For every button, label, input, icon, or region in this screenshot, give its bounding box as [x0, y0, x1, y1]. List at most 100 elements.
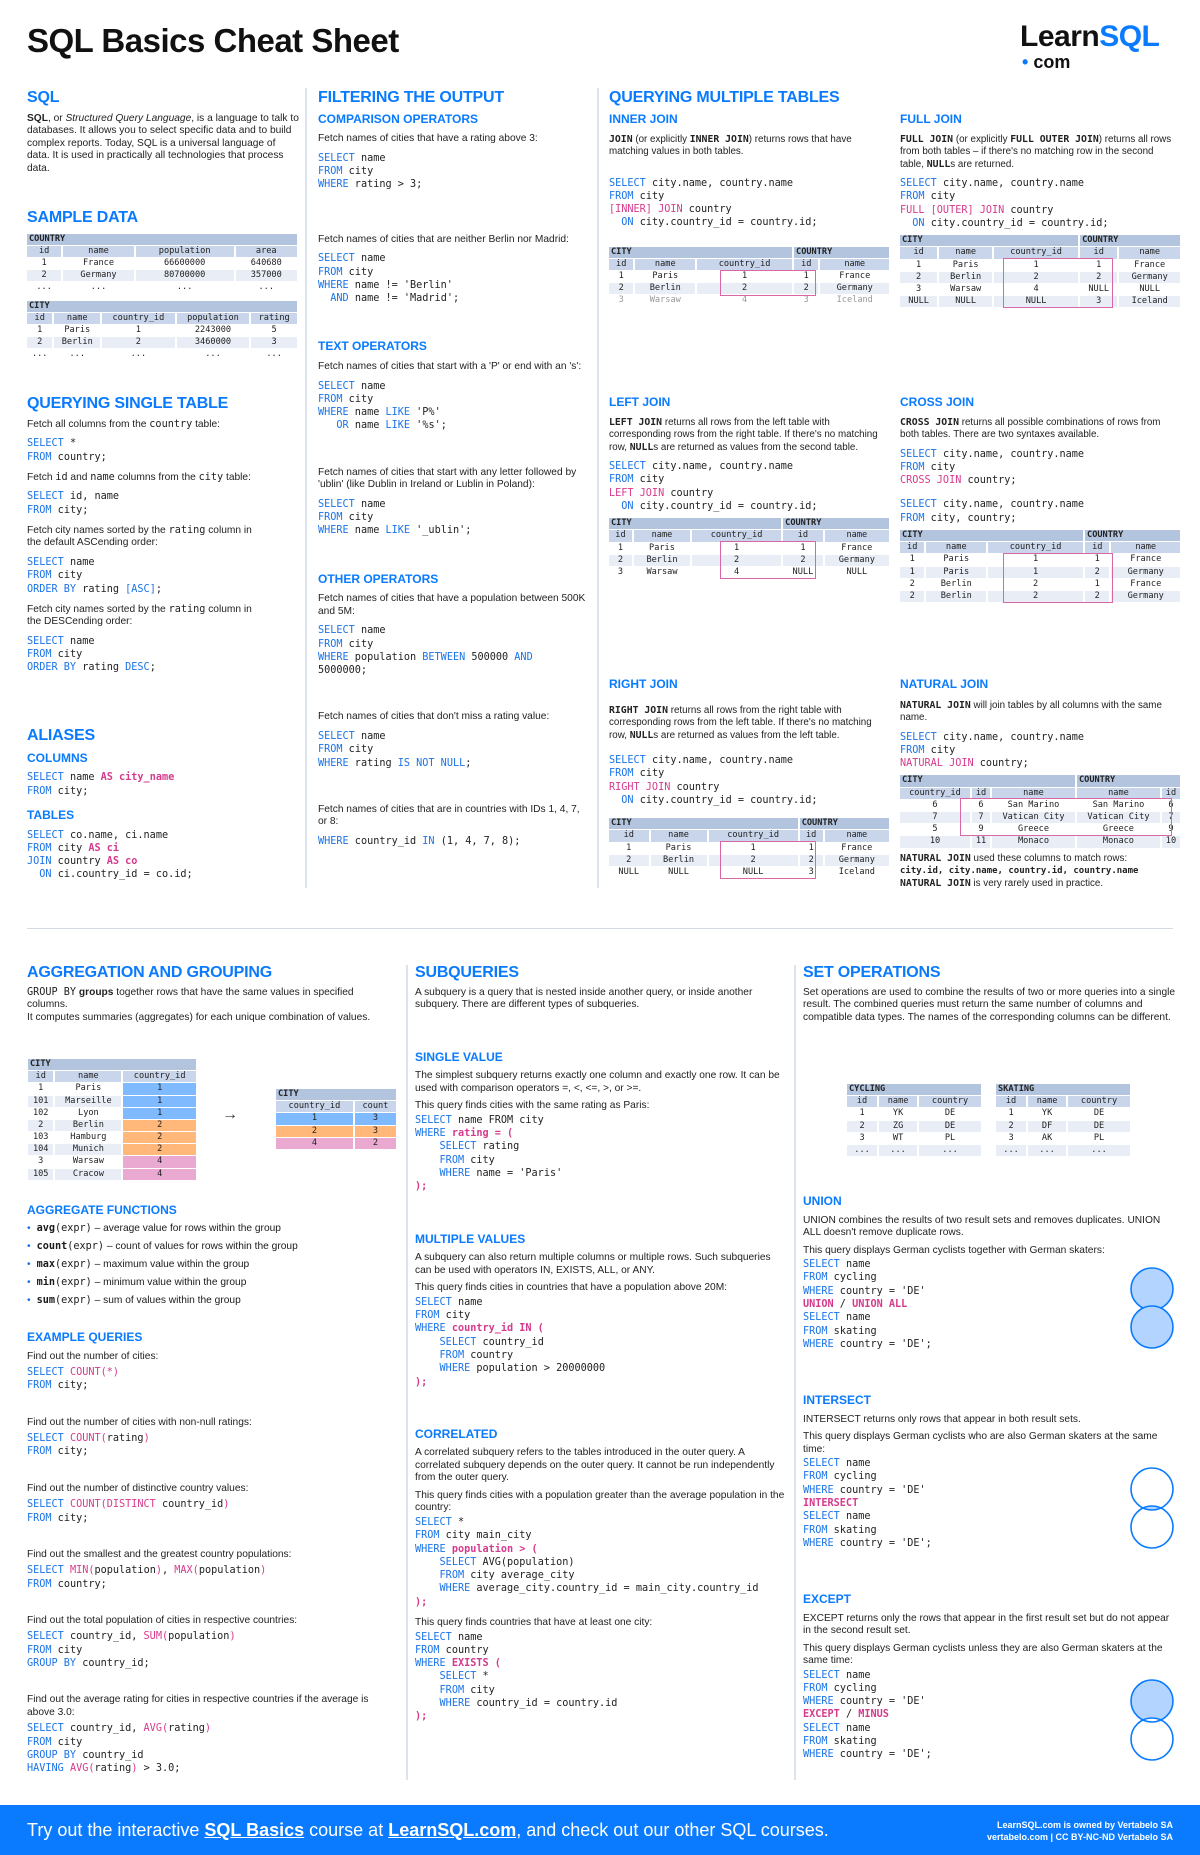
union-heading: UNION	[803, 1194, 842, 1208]
comparison-subheading: COMPARISON OPERATORS	[318, 111, 479, 126]
full-join-description: FULL JOIN (or explicitly FULL OUTER JOIN…	[900, 133, 1172, 170]
code-block: SELECT name FROM country WHERE EXISTS ( …	[415, 1631, 618, 1723]
natural-join-description: NATURAL JOIN will join tables by all col…	[900, 699, 1162, 724]
query-description: Fetch all columns from the country table…	[27, 418, 220, 430]
sample-data-section: SAMPLE DATA COUNTRY id name population area…	[27, 208, 299, 362]
sql-section: SQL SQL, or Structured Query Language, i…	[27, 88, 299, 175]
multiple-values-description: A subquery can also return multiple colu…	[415, 1252, 771, 1276]
correlated-heading: CORRELATED	[415, 1426, 498, 1441]
code-block: SELECT name FROM cycling WHERE country =…	[803, 1259, 932, 1350]
inner-join-table: CITY COUNTRY id name country_id id name 1 Pari…	[607, 246, 891, 308]
query-description: Fetch names of cities that are neither B…	[318, 233, 569, 245]
code-block: SELECT city.name, country.name FROM city…	[609, 177, 818, 229]
full-join-table: CITY COUNTRY id name country_id id name 1 Pari…	[898, 234, 1182, 308]
except-section: EXCEPT EXCEPT returns only the rows that…	[803, 1592, 1178, 1762]
correlated-description: A correlated subquery refers to the tabl…	[415, 1447, 775, 1484]
natural-join-heading: NATURAL JOIN	[900, 677, 989, 691]
query-description: Find out the number of cities:	[27, 1350, 159, 1362]
right-join-section: RIGHT JOIN RIGHT JOIN returns all rows f…	[607, 677, 891, 880]
code-block: SELECT id, name FROM city;	[27, 491, 120, 516]
match-highlight	[1003, 553, 1113, 604]
aliases-heading: ALIASES	[27, 727, 95, 744]
arrow-right-icon: →	[222, 1106, 238, 1123]
inner-join-heading: INNER JOIN	[609, 112, 678, 126]
learnsql-logo[interactable]: LearnSQL • com	[1020, 20, 1180, 73]
cross-join-table: CITY COUNTRY id name country_id id name 1 Pari…	[898, 529, 1182, 603]
code-block: SELECT country_id, SUM(population) FROM …	[27, 1631, 236, 1670]
code-block: WHERE country_id IN (1, 4, 7, 8);	[318, 835, 521, 847]
other-operators-subheading: OTHER OPERATORS	[318, 571, 439, 586]
query-description: Fetch names of cities that have a popula…	[318, 593, 586, 617]
match-highlight	[720, 541, 816, 580]
code-block: SELECT name FROM cycling WHERE country =…	[803, 1458, 932, 1549]
intersect-heading: INTERSECT	[803, 1393, 872, 1407]
full-join-result: CITY COUNTRY id name country_id id name 1 Pari…	[898, 234, 1182, 309]
left-join-table: CITY COUNTRY id name country_id id name 1 Pari…	[607, 517, 891, 579]
footer-ownership: LearnSQL.com is owned by Vertabelo SA ver…	[986, 1820, 1173, 1842]
code-block: SELECT name FROM city WHERE population B…	[318, 625, 533, 677]
query-description: Fetch names of cities that have a rating…	[318, 133, 538, 145]
left-join-result: CITY COUNTRY id name country_id id name 1 Pari…	[607, 517, 891, 580]
example-queries-heading: EXAMPLE QUERIES	[27, 1330, 143, 1344]
single-value-description: The simplest subquery returns exactly on…	[415, 1070, 780, 1094]
learnsql-link[interactable]: LearnSQL.com	[388, 1820, 517, 1840]
code-block: SELECT city.name, country.name FROM city…	[900, 178, 1109, 229]
query-description: Find out the number of distinctive count…	[27, 1482, 249, 1494]
cross-join-section: CROSS JOIN CROSS JOIN returns all possib…	[898, 395, 1182, 604]
query-description: Fetch names of cities that are in countr…	[318, 803, 580, 828]
column-divider	[597, 88, 599, 888]
page-title: SQL Basics Cheat Sheet	[27, 22, 399, 59]
sql-intro: SQL, or Structured Query Language, is a …	[27, 112, 299, 174]
full-join-section: FULL JOIN FULL JOIN (or explicitly FULL …	[898, 112, 1182, 309]
query-description: This query displays German cyclists who …	[803, 1431, 1158, 1455]
right-join-table: CITY COUNTRY id name country_id id name 1 Pari…	[607, 817, 891, 879]
query-description: This query finds cities with a populatio…	[415, 1489, 785, 1514]
left-join-heading: LEFT JOIN	[609, 395, 671, 409]
logo-learn: Learn	[1020, 20, 1100, 53]
cross-join-result: CITY COUNTRY id name country_id id name 1 Pari…	[898, 529, 1182, 604]
code-block: SELECT name FROM cycling WHERE country =…	[803, 1669, 932, 1761]
query-description: Fetch names of cities that don't miss a …	[318, 711, 550, 723]
intersect-description: INTERSECT returns only rows that appear …	[803, 1413, 1081, 1425]
query-description: This query displays German cyclists unle…	[803, 1642, 1163, 1667]
aliases-section: ALIASES COLUMNS SELECT name AS city_name…	[27, 726, 299, 882]
code-block: SELECT * FROM city main_city WHERE popul…	[415, 1516, 759, 1608]
code-block: SELECT name FROM city WHERE rating = ( S…	[415, 1114, 563, 1193]
multiple-values-heading: MULTIPLE VALUES	[415, 1231, 526, 1246]
right-join-result: CITY COUNTRY id name country_id id name 1 Pari…	[607, 817, 891, 880]
code-block: SELECT COUNT(*) FROM city;	[27, 1367, 120, 1392]
code-block: SELECT COUNT(rating) FROM city;	[27, 1433, 150, 1458]
logo-com: com	[1033, 52, 1071, 72]
code-block: SELECT city.name, country.name FROM city…	[609, 755, 818, 806]
aggregate-function-item: sum(expr) – sum of values within the gro…	[27, 1292, 397, 1310]
right-join-description: RIGHT JOIN returns all rows from the rig…	[609, 704, 872, 741]
code-block: SELECT COUNT(DISTINCT country_id) FROM c…	[27, 1499, 230, 1524]
subqueries-section: SUBQUERIES A subquery is a query that is…	[415, 963, 787, 1724]
column-divider	[794, 965, 796, 1780]
left-join-section: LEFT JOIN LEFT JOIN returns all rows fro…	[607, 395, 891, 580]
query-description: Find out the total population of cities …	[27, 1614, 298, 1626]
code-block: SELECT name FROM city WHERE country_id I…	[415, 1296, 606, 1388]
inner-join-result: CITY COUNTRY id name country_id id name 1 Pari…	[609, 246, 889, 308]
match-highlight	[720, 269, 816, 296]
text-operators-subheading: TEXT OPERATORS	[318, 339, 427, 354]
code-block: SELECT name FROM city ORDER BY rating DE…	[27, 635, 156, 674]
left-join-description: LEFT JOIN returns all rows from the left…	[609, 416, 878, 453]
code-block: SELECT city.name, country.name FROM city…	[900, 448, 1085, 487]
except-venn-icon	[1130, 1679, 1174, 1761]
skating-table: SKATING id name country 1 YK DE 2 DF DE 3 AK PL …	[994, 1083, 1132, 1157]
aggregate-function-item: count(expr) – count of values for rows w…	[27, 1238, 397, 1256]
cycling-table: CYCLING id name country 1 YK DE 2 ZG DE 3 WT PL …	[845, 1083, 983, 1157]
tables-subheading: TABLES	[27, 807, 75, 822]
sql-basics-link[interactable]: SQL Basics	[204, 1820, 305, 1840]
set-operations-section: SET OPERATIONS Set operations are used t…	[803, 963, 1178, 1024]
column-divider	[406, 965, 408, 1780]
query-description: Find out the number of cities with non-n…	[27, 1416, 252, 1428]
single-table-heading: QUERYING SINGLE TABLE	[27, 395, 229, 412]
inner-join-description: JOIN (or explicitly INNER JOIN) returns …	[609, 133, 852, 158]
natural-join-note: NATURAL JOIN is very rarely used in prac…	[900, 877, 1104, 889]
match-highlight	[960, 798, 1172, 837]
code-block: SELECT name FROM city WHERE name LIKE 'P…	[318, 380, 447, 432]
query-description: Find out the average rating for cities i…	[27, 1694, 369, 1718]
